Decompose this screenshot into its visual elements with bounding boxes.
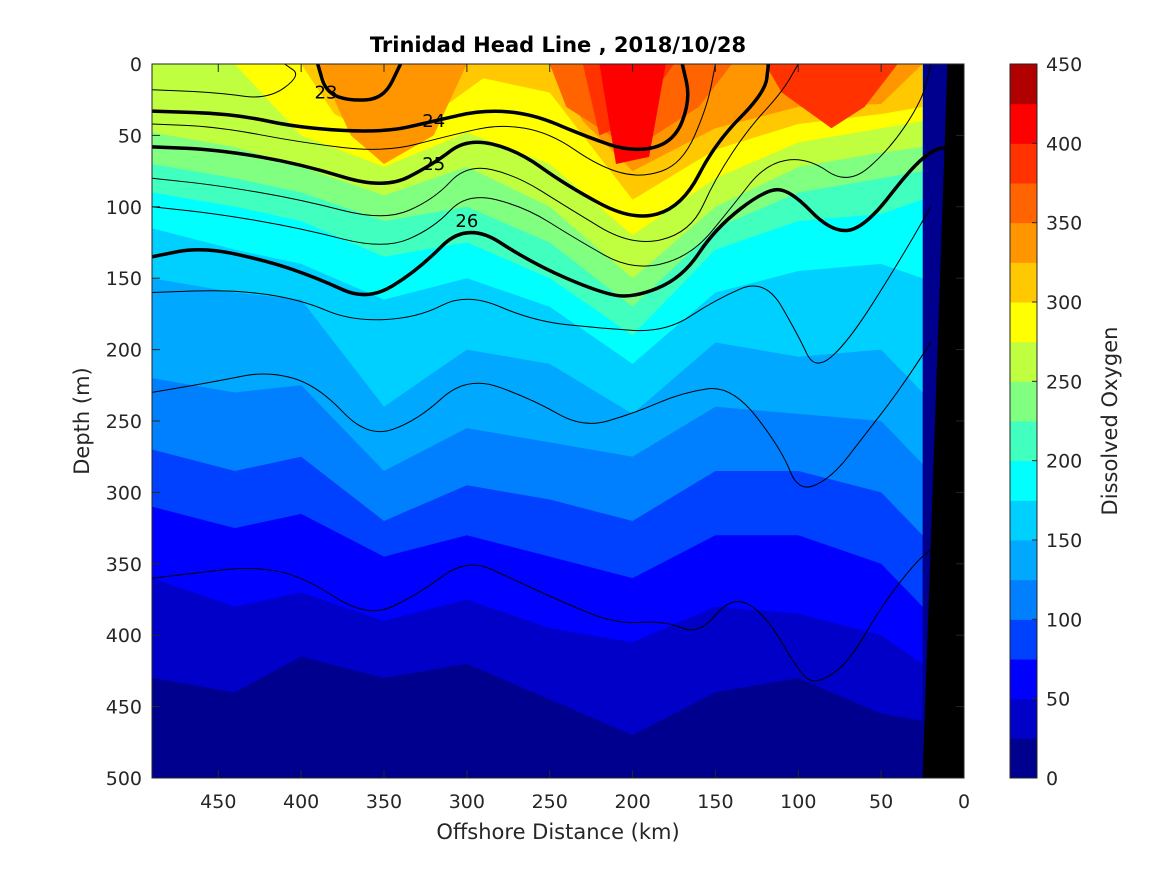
y-tick-label: 0 <box>130 54 142 76</box>
contour-label-26: 26 <box>455 211 478 232</box>
plot-area <box>152 64 964 778</box>
colorbar-tick-label: 150 <box>1046 530 1082 552</box>
colorbar-tick-label: 0 <box>1046 768 1058 790</box>
colorbar-segment <box>1010 381 1037 422</box>
x-tick-label: 400 <box>283 791 319 813</box>
density-contour-layer <box>152 64 948 682</box>
colorbar-tick-label: 250 <box>1046 371 1082 393</box>
y-tick-label: 50 <box>118 125 142 147</box>
colorbar-segment <box>1010 540 1037 581</box>
colorbar-tick-label: 350 <box>1046 213 1082 235</box>
density-contour-minor <box>152 64 297 98</box>
y-tick-label: 350 <box>106 554 142 576</box>
y-tick-label: 450 <box>106 697 142 719</box>
colorbar-frame <box>1009 63 1038 779</box>
x-tick-label: 350 <box>366 791 402 813</box>
density-contour-minor <box>152 64 799 242</box>
colorbar-segment <box>1010 341 1037 382</box>
density-contour-minor <box>152 342 932 488</box>
density-contour-26 <box>152 146 948 298</box>
contour-label-24: 24 <box>422 111 445 132</box>
y-tick-label: 500 <box>106 768 142 790</box>
x-tick-label: 250 <box>532 791 568 813</box>
density-contour-minor <box>152 206 932 364</box>
colorbar-segment <box>1010 222 1037 263</box>
density-contour-24 <box>152 64 690 152</box>
colorbar-segment <box>1010 103 1037 144</box>
seafloor-mask <box>922 64 964 778</box>
oxygen-fill-layer <box>152 64 964 778</box>
colorbar-segment <box>1010 143 1037 184</box>
y-tick-label: 400 <box>106 625 142 647</box>
colorbar-tick-label: 450 <box>1046 54 1082 76</box>
x-tick-label: 150 <box>697 791 733 813</box>
colorbar-tick-label: 400 <box>1046 133 1082 155</box>
colorbar-tick-label: 300 <box>1046 292 1082 314</box>
x-tick-label: 100 <box>780 791 816 813</box>
density-contour-25 <box>152 64 771 218</box>
density-contour-minor <box>152 64 932 267</box>
colorbar-segment <box>1010 619 1037 660</box>
x-axis-label: Offshore Distance (km) <box>436 820 679 844</box>
chart-title: Trinidad Head Line , 2018/10/28 <box>370 33 746 57</box>
colorbar-segment <box>1010 183 1037 224</box>
colorbar-segment <box>1010 698 1037 739</box>
colorbar-segment <box>1010 579 1037 620</box>
colorbar-segment <box>1010 460 1037 501</box>
oxygen-band-325 <box>152 64 923 172</box>
colorbar-segment <box>1010 738 1037 779</box>
colorbar-segment <box>1010 262 1037 303</box>
density-contour-minor <box>152 549 932 682</box>
colorbar: 0 50 100 150 200 250 300 350 400 450 <box>1009 54 1082 790</box>
colorbar-tick-label: 50 <box>1046 689 1070 711</box>
colorbar-segment <box>1010 500 1037 541</box>
contour-label-25: 25 <box>422 154 445 175</box>
y-tick-label: 150 <box>106 268 142 290</box>
x-axis: 450 400 350 300 250 200 150 100 50 0 <box>200 64 970 813</box>
y-tick-label: 100 <box>106 197 142 219</box>
colorbar-segment <box>1010 421 1037 462</box>
colorbar-segment <box>1010 659 1037 700</box>
contour-label-layer: 23 24 25 26 <box>315 83 479 233</box>
x-tick-label: 0 <box>958 791 970 813</box>
y-tick-label: 250 <box>106 411 142 433</box>
colorbar-tick-label: 100 <box>1046 609 1082 631</box>
contour-label-23: 23 <box>315 83 338 104</box>
y-tick-label: 300 <box>106 482 142 504</box>
density-contour-minor <box>152 64 716 176</box>
x-tick-label: 450 <box>200 791 236 813</box>
oxygen-band-375 <box>152 64 923 136</box>
colorbar-segment <box>1010 302 1037 343</box>
y-axis: 0 50 100 150 200 250 300 350 400 450 500 <box>106 54 964 790</box>
colorbar-label: Dissolved Oxygen <box>1098 327 1122 516</box>
x-tick-label: 300 <box>449 791 485 813</box>
colorbar-tick-label: 200 <box>1046 451 1082 473</box>
bathymetry-layer <box>922 64 964 778</box>
y-tick-label: 200 <box>106 340 142 362</box>
x-tick-label: 50 <box>869 791 893 813</box>
colorbar-segment <box>1010 64 1037 105</box>
x-tick-label: 200 <box>614 791 650 813</box>
y-axis-label: Depth (m) <box>70 367 94 474</box>
density-contour-23 <box>316 64 403 102</box>
